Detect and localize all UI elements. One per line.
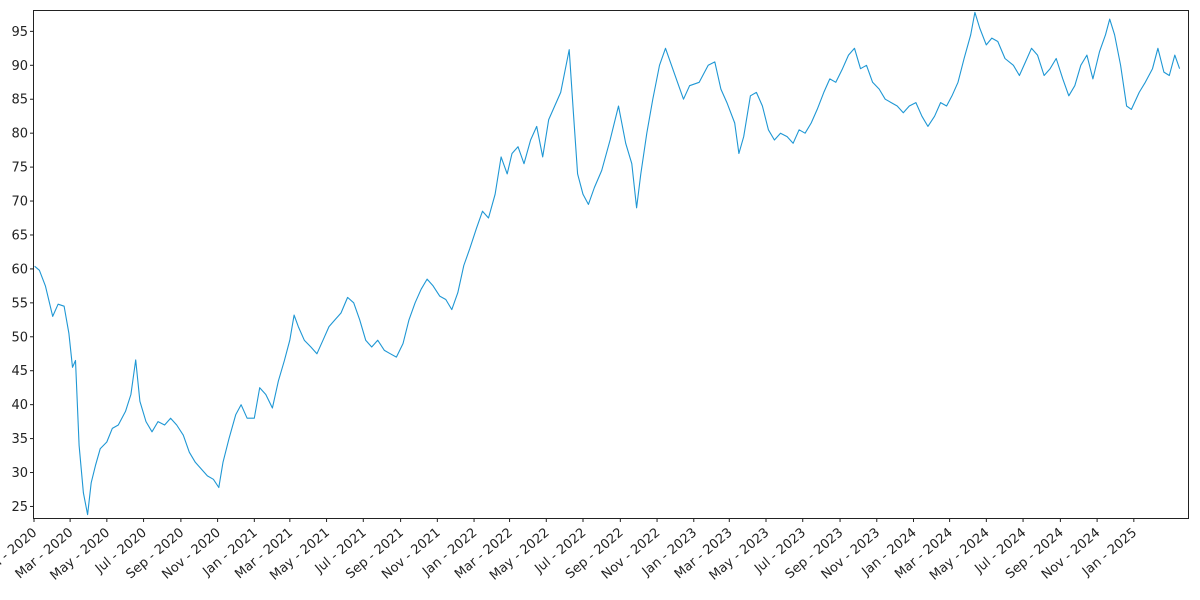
y-tick-label: 70: [11, 195, 28, 210]
y-tick-label: 85: [11, 93, 28, 108]
axes-frame: [33, 10, 1189, 519]
y-tick-label: 30: [11, 466, 28, 481]
y-tick-label: 80: [11, 127, 28, 142]
y-tick-label: 35: [11, 432, 28, 447]
y-tick-label: 60: [11, 262, 28, 277]
y-tick-label: 95: [11, 25, 28, 40]
y-tick-label: 55: [11, 296, 28, 311]
plot-area: [34, 11, 1181, 516]
y-tick-label: 75: [11, 161, 28, 176]
y-tick-label: 45: [11, 364, 28, 379]
price-series-line: [34, 11, 1181, 516]
y-tick-label: 65: [11, 228, 28, 243]
y-tick-label: 40: [11, 398, 28, 413]
y-tick-label: 90: [11, 59, 28, 74]
y-tick-label: 50: [11, 330, 28, 345]
y-axis: 25 30 35 40 45 50 55 60 65 70 75 80 85 90 95: [11, 25, 34, 515]
y-tick-label: 25: [11, 500, 28, 515]
